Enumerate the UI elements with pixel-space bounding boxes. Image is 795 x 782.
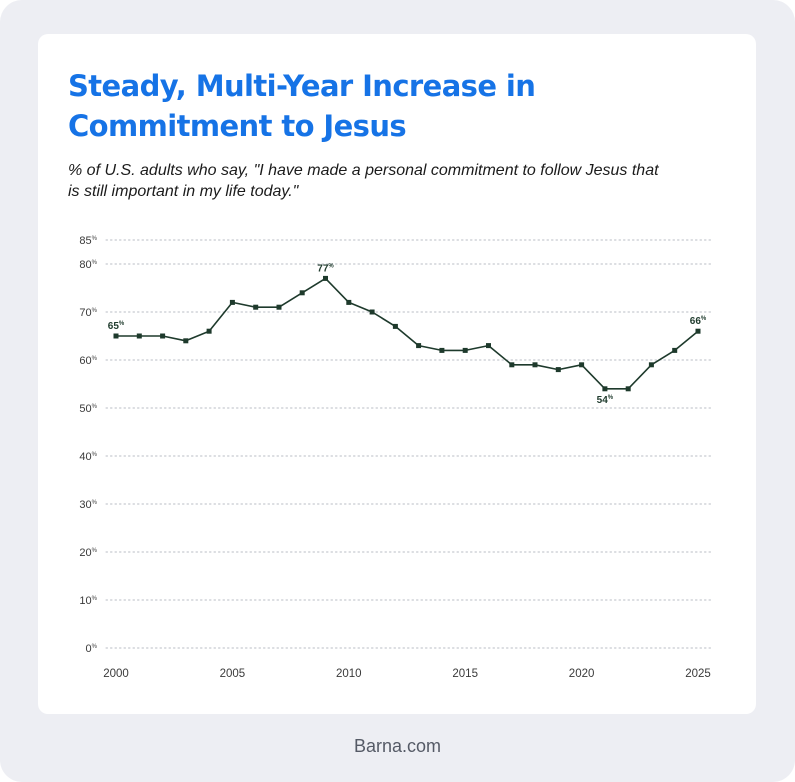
footer-source: Barna.com xyxy=(353,736,442,756)
data-point xyxy=(695,328,701,334)
data-point xyxy=(369,309,375,315)
chart-card: Steady, Multi-Year Increase in Commitmen… xyxy=(38,34,756,714)
data-point xyxy=(113,333,119,339)
data-point xyxy=(602,386,608,392)
series-line xyxy=(116,277,699,390)
data-point xyxy=(160,333,166,339)
data-label: 66% xyxy=(690,316,707,327)
x-tick-label: 2005 xyxy=(220,668,246,680)
data-point xyxy=(183,338,189,344)
chart-subtitle-line-2: is still important in my life today." xyxy=(68,183,299,200)
y-tick-label: 30% xyxy=(79,499,97,511)
data-point xyxy=(439,347,445,353)
data-point xyxy=(206,328,212,334)
y-tick-label: 60% xyxy=(79,355,97,367)
chart-subtitle: % of U.S. adults who say, "I have made a… xyxy=(68,160,728,202)
data-point xyxy=(648,362,654,368)
x-tick-label: 2010 xyxy=(336,668,362,680)
data-point xyxy=(625,386,631,392)
data-point xyxy=(253,304,259,310)
data-point xyxy=(509,362,515,368)
y-tick-label: 40% xyxy=(79,451,97,463)
y-tick-label: 10% xyxy=(79,595,97,607)
data-point xyxy=(392,323,398,329)
data-point xyxy=(229,299,235,305)
chart-title: Steady, Multi-Year Increase in Commitmen… xyxy=(68,66,708,146)
x-tick-label: 2000 xyxy=(103,668,129,680)
data-point xyxy=(323,275,328,281)
x-tick-label: 2020 xyxy=(569,668,595,680)
chart-title-line-2: Commitment to Jesus xyxy=(68,109,407,143)
data-point xyxy=(462,347,468,353)
y-tick-label: 20% xyxy=(79,547,97,559)
data-point xyxy=(532,362,538,368)
data-point xyxy=(276,304,282,310)
data-label: 65% xyxy=(108,321,125,332)
y-tick-label: 0% xyxy=(86,643,98,655)
data-point xyxy=(299,290,305,296)
data-point xyxy=(416,343,422,349)
data-point xyxy=(555,367,561,373)
chart-subtitle-line-1: % of U.S. adults who say, "I have made a… xyxy=(68,162,659,179)
data-label: 54% xyxy=(597,395,614,406)
y-tick-label: 85% xyxy=(79,235,97,247)
x-tick-label: 2025 xyxy=(685,668,711,680)
data-label: 77% xyxy=(317,263,334,274)
data-point xyxy=(346,299,352,305)
y-tick-label: 70% xyxy=(79,307,97,319)
chart-title-line-1: Steady, Multi-Year Increase in xyxy=(68,69,536,103)
x-tick-label: 2015 xyxy=(452,668,478,680)
y-tick-label: 50% xyxy=(79,403,97,415)
data-point xyxy=(579,362,585,368)
y-tick-label: 80% xyxy=(79,259,97,271)
data-point xyxy=(672,347,678,353)
data-point xyxy=(136,333,142,339)
data-point xyxy=(486,343,491,349)
